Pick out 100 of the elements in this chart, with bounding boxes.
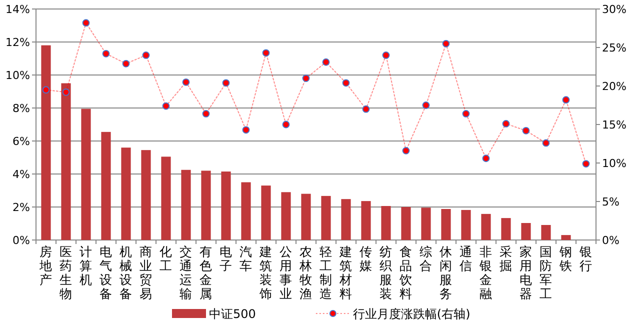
point — [422, 102, 430, 109]
bar — [121, 148, 131, 240]
bar — [541, 224, 551, 240]
y2-tick-label: 20% — [602, 80, 626, 93]
bar — [241, 182, 251, 240]
bar — [61, 83, 71, 240]
bar — [321, 196, 331, 240]
bar — [561, 235, 571, 240]
point — [562, 96, 570, 104]
y2-tick-label: 25% — [602, 42, 626, 54]
x-tick-label: 食品饮料 — [398, 244, 412, 301]
bar — [101, 132, 111, 240]
x-tick-label: 农林牧渔 — [298, 244, 312, 301]
y-tick-label: 2% — [12, 201, 30, 214]
x-tick-label: 休闲服务 — [440, 244, 452, 301]
bar — [201, 170, 211, 240]
bar — [381, 206, 391, 240]
bar — [281, 192, 291, 240]
y2-tick-label: 30% — [602, 3, 626, 16]
bar — [301, 194, 311, 240]
x-tick-label: 纺织服装 — [380, 244, 392, 301]
point — [442, 40, 450, 48]
x-tick-label: 电气设备 — [100, 244, 112, 301]
point — [382, 52, 390, 59]
x-tick-label: 汽车 — [240, 244, 252, 273]
x-tick-label: 化工 — [160, 244, 172, 273]
point — [142, 52, 150, 59]
point — [402, 146, 410, 154]
point — [322, 58, 330, 66]
point — [462, 110, 470, 118]
x-tick-label: 计算机 — [80, 244, 92, 287]
point — [502, 120, 510, 128]
x-tick-label: 国防军工 — [540, 244, 552, 301]
y-tick-label: 4% — [12, 168, 30, 181]
y-tick-label: 14% — [6, 3, 30, 16]
point — [482, 154, 490, 162]
point — [582, 160, 590, 168]
x-tick-label: 家用电器 — [520, 244, 532, 301]
point — [42, 86, 50, 94]
bar — [81, 108, 91, 240]
x-tick-label: 综合 — [420, 244, 432, 273]
x-tick-label: 采掘 — [500, 244, 512, 273]
x-tick-label: 房地产 — [38, 244, 52, 287]
point — [62, 88, 70, 96]
point — [342, 79, 350, 87]
y2-tick-label: 10% — [602, 157, 626, 170]
bar — [441, 208, 451, 240]
bar — [261, 186, 271, 240]
x-tick-label: 通信 — [460, 244, 472, 273]
y2-tick-label: 15% — [602, 118, 626, 132]
y-tick-label: 8% — [12, 102, 30, 115]
x-tick-label: 有色金属 — [200, 244, 212, 301]
x-tick-label: 银行 — [578, 244, 592, 273]
x-tick-label: 建筑装饰 — [258, 244, 272, 301]
y-tick-label: 10% — [6, 69, 30, 82]
y-tick-label: 12% — [6, 36, 30, 49]
x-tick-label: 传媒 — [360, 244, 372, 273]
x-tick-label: 交通运输 — [180, 244, 192, 301]
bar — [341, 199, 351, 240]
bar — [161, 156, 171, 240]
y-tick-label: 0% — [12, 234, 30, 247]
x-tick-label: 建筑材料 — [338, 244, 352, 301]
point — [162, 102, 170, 110]
point — [362, 105, 370, 113]
point — [542, 139, 550, 147]
point — [122, 60, 130, 68]
bar — [461, 210, 471, 240]
x-tick-label: 电子 — [220, 244, 232, 273]
point — [302, 74, 310, 82]
x-tick-label: 非银金融 — [478, 244, 492, 301]
bar — [41, 45, 51, 240]
bar — [521, 223, 531, 240]
point — [222, 79, 230, 87]
x-tick-label: 商业贸易 — [140, 244, 152, 301]
y2-tick-label: 5% — [602, 196, 620, 208]
legend-label: 行业月度涨跌幅(右轴) — [352, 307, 470, 321]
point — [242, 126, 250, 134]
point — [82, 19, 90, 27]
y2-tick-label: 0% — [602, 234, 620, 247]
bar — [481, 214, 491, 240]
bar — [141, 150, 151, 240]
y-tick-label: 6% — [12, 135, 30, 148]
point — [262, 49, 270, 57]
x-tick-label: 轻工制造 — [320, 244, 332, 301]
point — [202, 110, 210, 118]
x-tick-label: 公用事业 — [280, 244, 292, 301]
bar — [181, 170, 191, 240]
bar — [401, 207, 411, 240]
point — [282, 120, 290, 128]
bar — [221, 172, 231, 240]
legend-label: 中证500 — [209, 307, 256, 321]
x-tick-label: 机械设备 — [120, 244, 132, 301]
x-tick-label: 医药生物 — [60, 244, 72, 301]
x-tick-label: 钢铁 — [558, 244, 572, 273]
point — [102, 50, 110, 58]
bar — [501, 218, 511, 240]
bar — [361, 201, 371, 240]
point — [182, 78, 190, 86]
bar — [421, 208, 431, 240]
point — [522, 126, 530, 134]
